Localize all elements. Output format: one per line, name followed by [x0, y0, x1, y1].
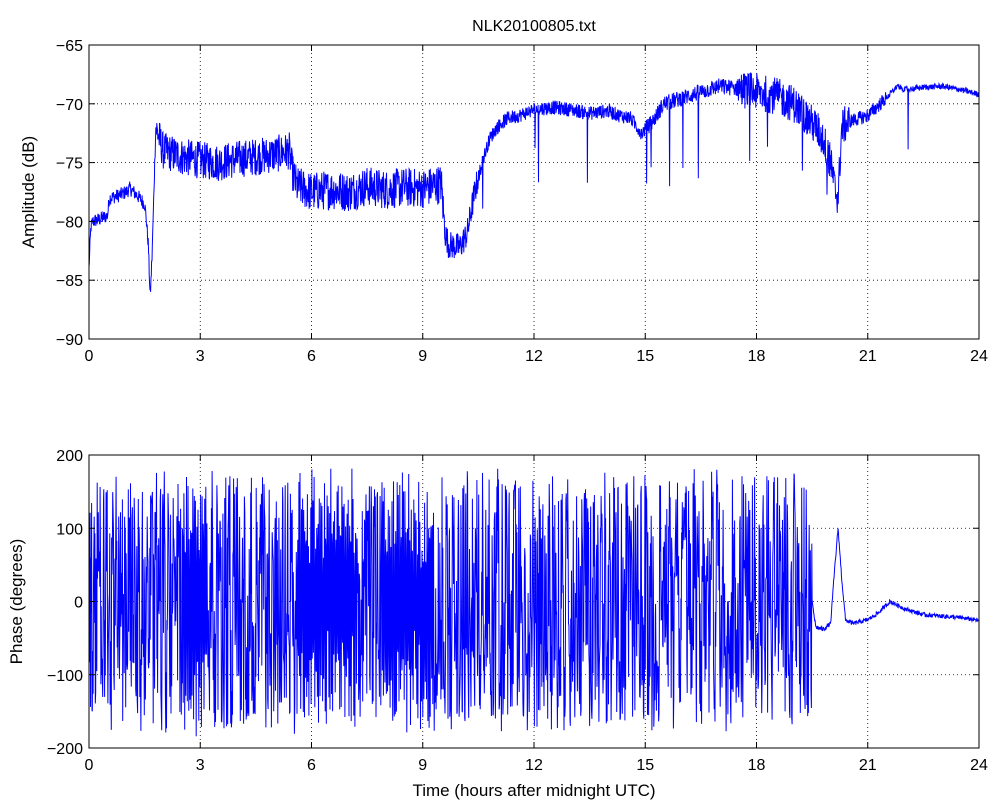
y-tick-label: −65 [56, 38, 83, 55]
amplitude-series-line [88, 71, 980, 292]
y-tick-label: 200 [56, 448, 83, 465]
y-tick-label: 0 [74, 595, 83, 612]
x-tick-label: 3 [196, 348, 205, 365]
x-tick-label: 12 [525, 757, 543, 774]
x-tick-label: 0 [85, 348, 94, 365]
x-tick-label: 9 [418, 757, 427, 774]
y-tick-label: −200 [47, 741, 83, 758]
x-tick-label: 9 [418, 348, 427, 365]
y-tick-label: −80 [56, 214, 83, 231]
x-axis-label: Time (hours after midnight UTC) [412, 781, 655, 800]
y-tick-label: −85 [56, 273, 83, 290]
x-tick-label: 24 [970, 757, 988, 774]
phase-plot: 0 3 6 9 12 15 18 21 24 −200 −100 0 100 200 Time (hours… [7, 448, 988, 800]
x-tick-label: 3 [196, 757, 205, 774]
x-tick-label: 18 [748, 348, 766, 365]
x-tick-label: 6 [307, 757, 316, 774]
y-tick-label: 100 [56, 521, 83, 538]
x-tick-label: 15 [636, 757, 654, 774]
amplitude-plot: 0 3 6 9 12 15 18 21 24 −90 −85 −80 −75 −70 −65 NLK20100… [19, 18, 988, 365]
x-tick-label: 18 [748, 757, 766, 774]
x-tick-label: 0 [85, 757, 94, 774]
y-axis-label: Phase (degrees) [7, 539, 26, 665]
chart-title: NLK20100805.txt [472, 18, 596, 35]
phase-series-line [88, 468, 980, 737]
y-axis-label: Amplitude (dB) [19, 136, 38, 248]
x-tick-label: 24 [970, 348, 988, 365]
y-tick-label: −100 [47, 668, 83, 685]
x-tick-label: 21 [859, 348, 877, 365]
x-tick-label: 12 [525, 348, 543, 365]
x-tick-label: 6 [307, 348, 316, 365]
y-tick-label: −75 [56, 156, 83, 173]
x-tick-label: 21 [859, 757, 877, 774]
y-tick-label: −90 [56, 332, 83, 349]
y-tick-label: −70 [56, 97, 83, 114]
x-tick-label: 15 [636, 348, 654, 365]
